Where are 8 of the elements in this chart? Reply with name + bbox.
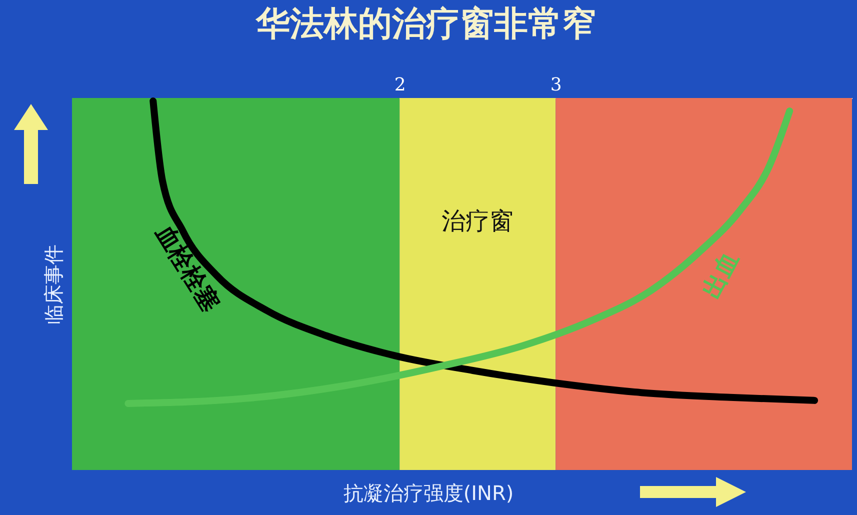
band-label: 治疗窗 — [442, 207, 514, 235]
text: 血栓栓塞 — [150, 219, 225, 316]
x-axis-title: 抗凝治疗强度(INR) — [342, 480, 515, 507]
y-axis-title: 临床事件 — [42, 244, 66, 324]
x-tick-label: 3 — [550, 74, 562, 96]
x-tick-label: 2 — [394, 74, 406, 96]
chart-title: 华法林的治疗窗非常窄 — [255, 4, 596, 44]
text: 出血 — [697, 247, 744, 303]
